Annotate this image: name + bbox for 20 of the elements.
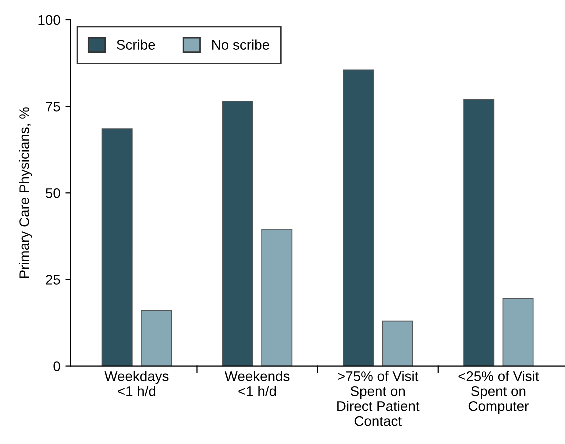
bar bbox=[502, 298, 534, 366]
bar bbox=[382, 320, 414, 366]
x-tick-label: >75% of Visit Spent on Direct Patient Contact bbox=[338, 371, 420, 426]
y-tick-label: 25 bbox=[46, 275, 60, 285]
bar bbox=[343, 70, 374, 366]
bar bbox=[102, 128, 133, 366]
bar bbox=[464, 99, 495, 366]
y-tick-label: 0 bbox=[54, 362, 60, 372]
legend-label: No scribe bbox=[212, 40, 270, 50]
x-tick-label: Weekends <1 h/d bbox=[224, 371, 290, 396]
y-tick-label: 75 bbox=[46, 102, 60, 112]
bar bbox=[222, 100, 254, 366]
legend-label: Scribe bbox=[117, 40, 156, 50]
y-tick-label: 100 bbox=[38, 15, 60, 26]
x-tick-label: Weekdays <1 h/d bbox=[104, 371, 169, 396]
bar bbox=[262, 229, 293, 366]
y-tick-label: 50 bbox=[46, 188, 60, 198]
y-axis-title: Primary Care Physicians, % bbox=[19, 108, 32, 278]
x-tick-label: <25% of Visit Spent on Computer bbox=[458, 371, 540, 414]
bar bbox=[141, 310, 172, 366]
